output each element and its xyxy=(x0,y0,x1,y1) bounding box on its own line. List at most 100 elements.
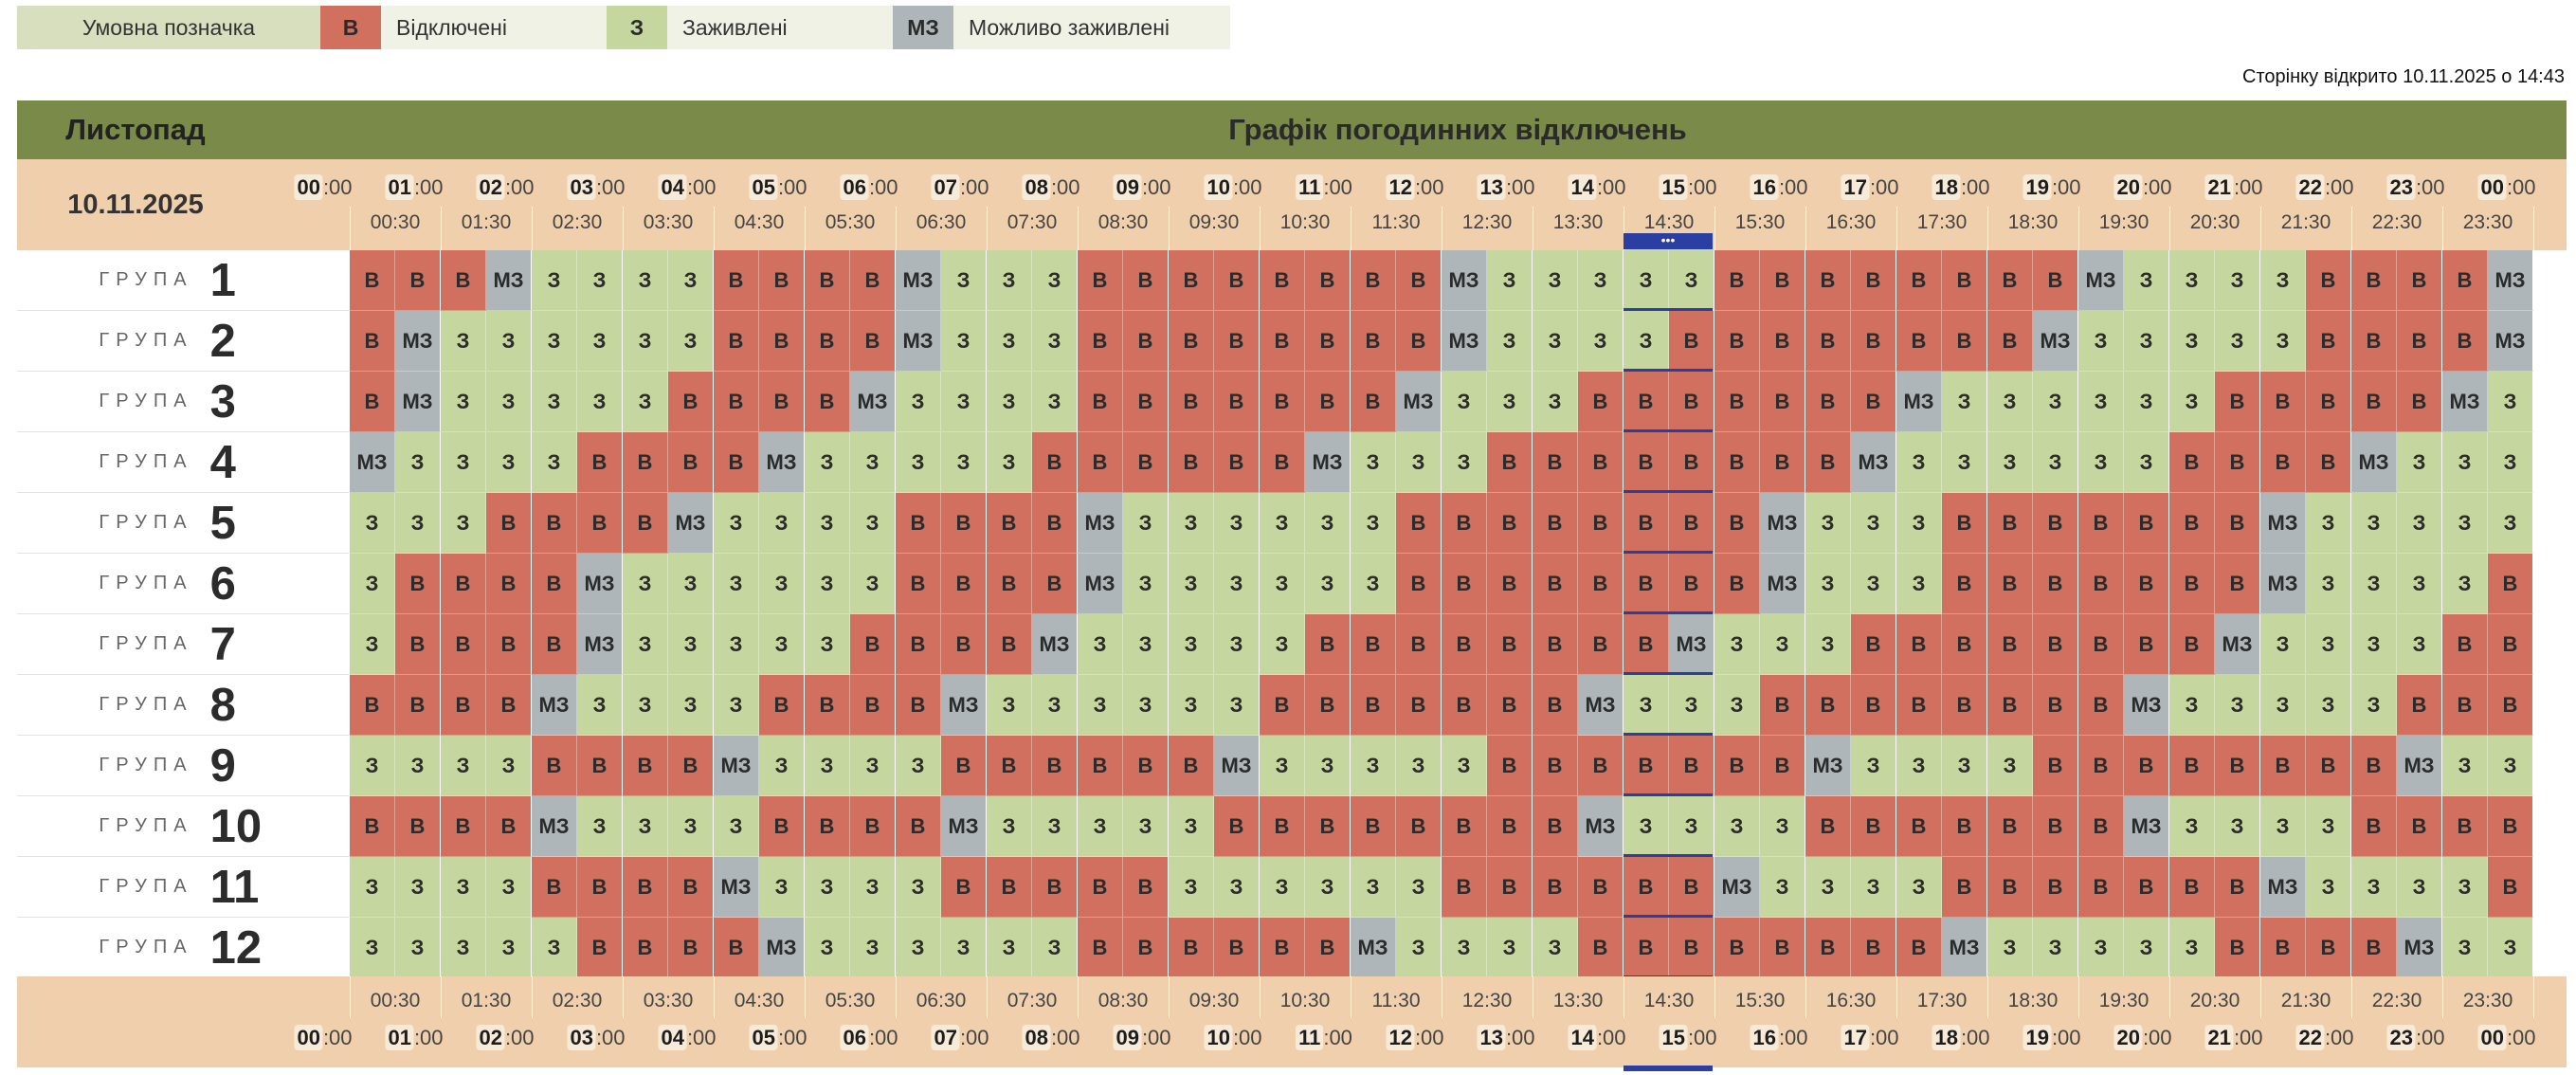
schedule-cell: В xyxy=(395,554,441,614)
schedule-cell: В xyxy=(1624,918,1669,978)
schedule-cell: В xyxy=(2351,736,2397,796)
schedule-cell: В xyxy=(1851,675,1896,736)
schedule-cell: В xyxy=(987,554,1032,614)
schedule-cell: З xyxy=(2397,857,2442,918)
schedule-cell: З xyxy=(805,736,850,796)
top-hour-label: 19:00 xyxy=(2023,174,2081,200)
schedule-cell: В xyxy=(1214,432,1260,493)
schedule-cell: В xyxy=(623,493,668,554)
schedule-cell: З xyxy=(1669,250,1714,311)
bottom-hour-tick xyxy=(350,976,351,1018)
schedule-cell: З xyxy=(1351,857,1396,918)
schedule-cell: З xyxy=(486,857,532,918)
schedule-cell: З xyxy=(759,736,805,796)
schedule-cell: В xyxy=(1987,796,2033,857)
schedule-cell: В xyxy=(1260,796,1305,857)
schedule-cell: В xyxy=(1533,554,1578,614)
bottom-half-hour-label: 13:30 xyxy=(1552,990,1604,1011)
schedule-cell: В xyxy=(1987,857,2033,918)
bottom-hour-label: 03:00 xyxy=(567,1025,626,1050)
schedule-cell: МЗ xyxy=(1942,918,1987,978)
schedule-cell: З xyxy=(2169,250,2215,311)
top-hour-tick xyxy=(441,207,442,250)
schedule-cell: В xyxy=(1942,554,1987,614)
bottom-hour-label: 23:00 xyxy=(2386,1025,2445,1050)
schedule-cell: З xyxy=(577,796,623,857)
schedule-cell: В xyxy=(1260,250,1305,311)
schedule-cell: В xyxy=(1624,432,1669,493)
schedule-cell: В xyxy=(623,432,668,493)
schedule-cell: З xyxy=(2078,372,2124,432)
group-word: ГРУПА xyxy=(99,391,193,411)
bottom-hour-label: 00:00 xyxy=(294,1025,353,1050)
current-time-row-marker xyxy=(1624,551,1713,554)
schedule-cell: В xyxy=(532,857,577,918)
bottom-half-hour-label: 02:30 xyxy=(552,990,603,1011)
schedule-cell: З xyxy=(1533,372,1578,432)
schedule-cell: МЗ xyxy=(759,918,805,978)
schedule-cell: В xyxy=(714,918,759,978)
schedule-cell: З xyxy=(623,250,668,311)
schedule-cell: В xyxy=(850,250,896,311)
current-time-row-marker xyxy=(1624,915,1713,918)
page-opened-timestamp: Сторінку відкрито 10.11.2025 о 14:43 xyxy=(2242,66,2565,87)
current-time-row-marker xyxy=(1624,854,1713,857)
schedule-cell: В xyxy=(1624,614,1669,675)
schedule-cell: В xyxy=(2033,736,2078,796)
schedule-cell: З xyxy=(1533,311,1578,372)
bottom-hour-label: 14:00 xyxy=(1568,1025,1626,1050)
bottom-hour-label: 20:00 xyxy=(2113,1025,2172,1050)
schedule-cell: В xyxy=(2169,857,2215,918)
top-hour-tick xyxy=(896,207,897,250)
schedule-cell: В xyxy=(2215,918,2260,978)
schedule-cell: В xyxy=(2260,918,2306,978)
schedule-cell: З xyxy=(941,372,987,432)
bottom-half-hour-label: 07:30 xyxy=(1007,990,1058,1011)
schedule-cell: В xyxy=(1669,918,1714,978)
group-word: ГРУПА xyxy=(99,937,193,957)
schedule-cell: З xyxy=(987,796,1032,857)
schedule-cell: В xyxy=(2442,614,2488,675)
schedule-cell: В xyxy=(2169,614,2215,675)
group-number: 9 xyxy=(209,739,236,792)
schedule-cell: В xyxy=(395,675,441,736)
schedule-cell: З xyxy=(850,432,896,493)
schedule-cell: З xyxy=(1078,614,1123,675)
schedule-cell: В xyxy=(1487,614,1533,675)
schedule-cell: В xyxy=(2078,554,2124,614)
schedule-cell: В xyxy=(2078,493,2124,554)
current-time-row-marker xyxy=(1624,369,1713,372)
time-axis-top: 10.11.2025 00:00 01:00 02:00 03:00 04:00 05:0… xyxy=(17,159,2567,250)
schedule-cell: В xyxy=(759,675,805,736)
schedule-cell: МЗ xyxy=(759,432,805,493)
schedule-cell: В xyxy=(941,857,987,918)
schedule-cell: В xyxy=(1305,918,1351,978)
top-half-hour-label: 08:30 xyxy=(1098,211,1149,233)
schedule-cell: В xyxy=(2397,372,2442,432)
group-word: ГРУПА xyxy=(99,512,193,533)
schedule-cell: З xyxy=(2260,250,2306,311)
schedule-cell: В xyxy=(1351,796,1396,857)
schedule-date: 10.11.2025 xyxy=(67,189,204,220)
schedule-cell: З xyxy=(1260,614,1305,675)
schedule-cell: В xyxy=(2351,372,2397,432)
schedule-cell: В xyxy=(1123,250,1169,311)
schedule-cell: З xyxy=(1805,857,1851,918)
schedule-cell: В xyxy=(2306,372,2351,432)
group-label: ГРУПА 4 xyxy=(17,432,349,493)
top-hour-label: 06:00 xyxy=(840,174,898,200)
schedule-cell: З xyxy=(668,554,714,614)
top-hour-tick xyxy=(2078,207,2079,250)
group-label: ГРУПА 11 xyxy=(17,857,349,918)
schedule-cell: З xyxy=(1442,372,1487,432)
schedule-cell: В xyxy=(532,736,577,796)
schedule-cell: В xyxy=(714,311,759,372)
schedule-cell: В xyxy=(2306,918,2351,978)
schedule-cell: З xyxy=(1442,432,1487,493)
schedule-cell: В xyxy=(1760,372,1805,432)
schedule-cell: З xyxy=(1896,736,1942,796)
schedule-cell: З xyxy=(623,311,668,372)
schedule-cell: В xyxy=(1123,432,1169,493)
top-hour-label: 12:00 xyxy=(1386,174,1444,200)
schedule-cell: З xyxy=(941,311,987,372)
